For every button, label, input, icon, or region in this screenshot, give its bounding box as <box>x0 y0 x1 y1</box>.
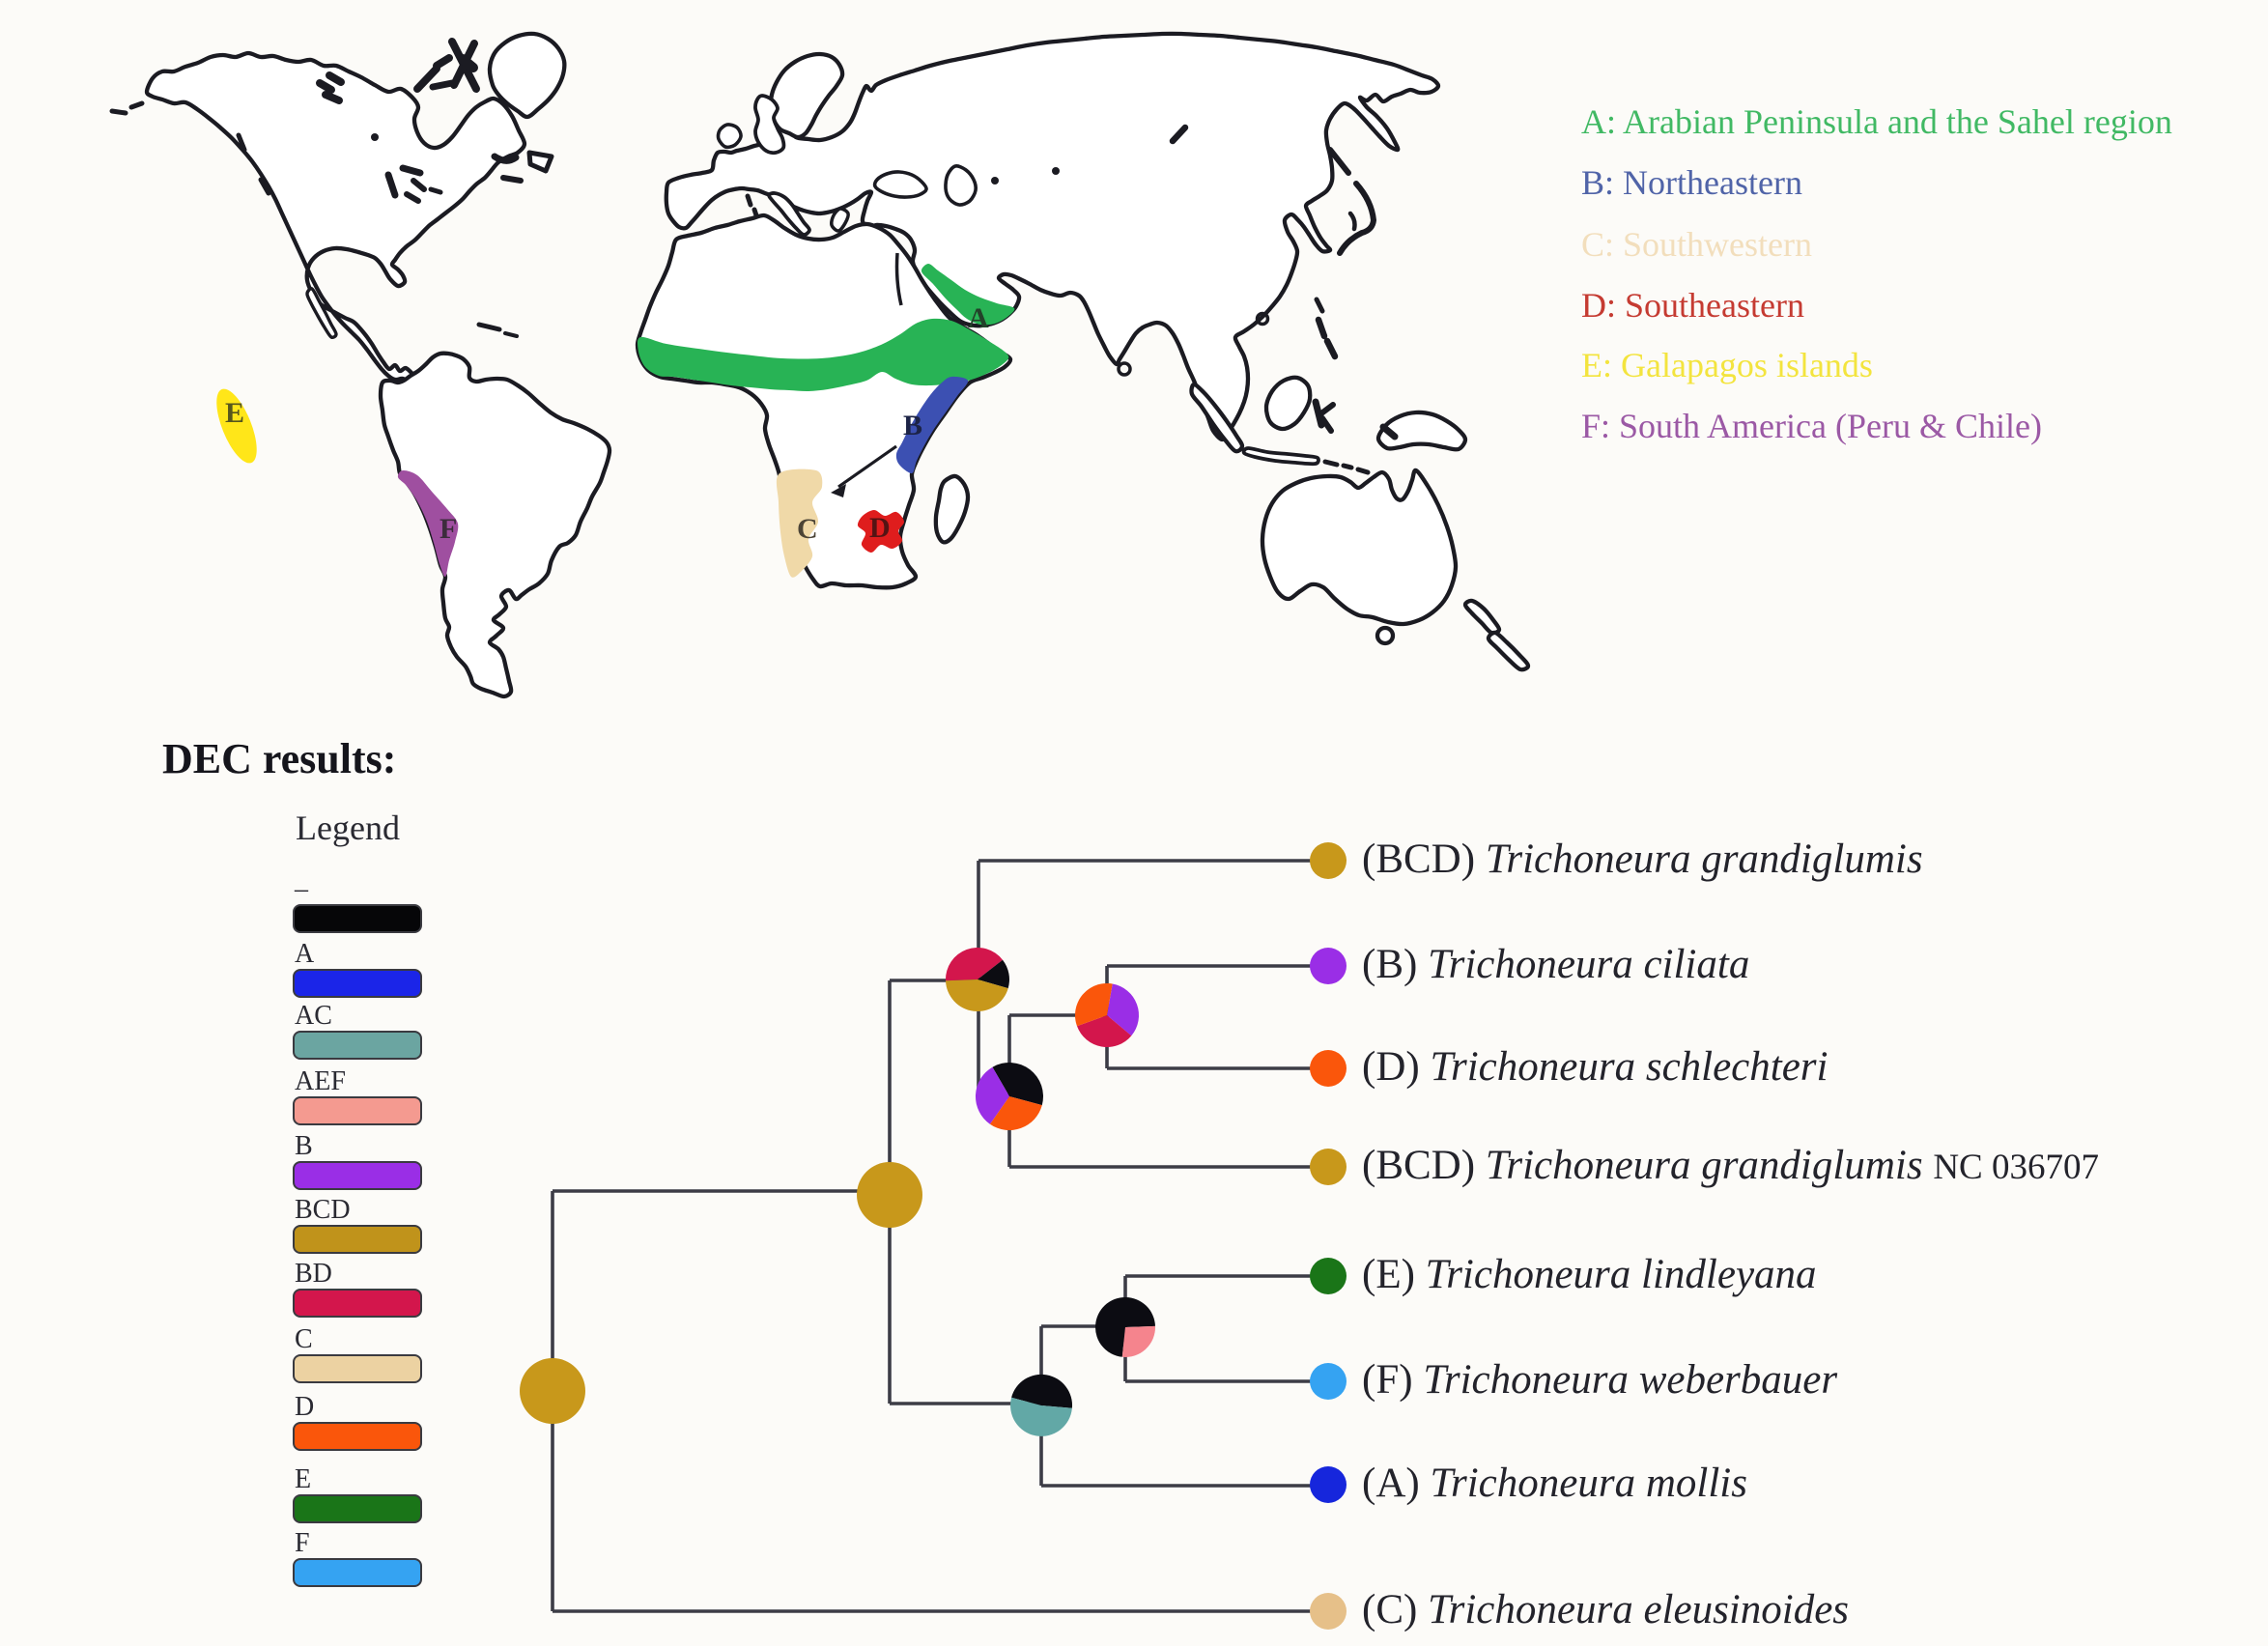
svg-text:D: Southeastern: D: Southeastern <box>1581 286 1804 325</box>
svg-text:(C) Trichoneura eleusinoides: (C) Trichoneura eleusinoides <box>1362 1587 1849 1632</box>
svg-text:(F) Trichoneura weberbauer: (F) Trichoneura weberbauer <box>1362 1357 1837 1403</box>
svg-text:–: – <box>294 874 309 904</box>
svg-text:E: E <box>225 397 244 429</box>
svg-text:BD: BD <box>295 1259 332 1289</box>
svg-text:AEF: AEF <box>295 1066 346 1096</box>
svg-text:(BCD) Trichoneura grandiglumis: (BCD) Trichoneura grandiglumis <box>1362 837 1923 882</box>
svg-text:(D) Trichoneura schlechteri: (D) Trichoneura schlechteri <box>1362 1044 1828 1090</box>
svg-text:B: B <box>903 410 922 441</box>
svg-text:E: Galapagos islands: E: Galapagos islands <box>1581 346 1873 384</box>
svg-text:(BCD) Trichoneura grandiglumis: (BCD) Trichoneura grandiglumis NC 036707 <box>1362 1143 2099 1188</box>
svg-text:AC: AC <box>295 1001 332 1031</box>
svg-text:C: C <box>797 513 818 545</box>
svg-text:BCD: BCD <box>295 1195 351 1225</box>
svg-text:D: D <box>869 512 891 544</box>
svg-text:A: A <box>968 302 989 334</box>
svg-text:C: C <box>295 1324 313 1354</box>
svg-text:D: D <box>295 1392 314 1422</box>
svg-text:A: Arabian Peninsula and the S: A: Arabian Peninsula and the Sahel regio… <box>1581 102 2172 141</box>
svg-text:A: A <box>295 939 315 969</box>
svg-text:C: Southwestern: C: Southwestern <box>1581 225 1812 264</box>
svg-text:F: F <box>295 1528 310 1558</box>
svg-text:F: F <box>439 513 457 545</box>
svg-text:DEC results:: DEC results: <box>162 735 396 782</box>
svg-text:B: B <box>295 1131 313 1161</box>
svg-text:(A) Trichoneura mollis: (A) Trichoneura mollis <box>1362 1461 1747 1506</box>
svg-text:(B) Trichoneura ciliata: (B) Trichoneura ciliata <box>1362 942 1749 987</box>
svg-text:(E) Trichoneura lindleyana: (E) Trichoneura lindleyana <box>1362 1252 1817 1297</box>
svg-text:F: South America (Peru & Chile: F: South America (Peru & Chile) <box>1581 407 2042 445</box>
svg-text:B: Northeastern: B: Northeastern <box>1581 163 1802 202</box>
svg-text:E: E <box>295 1464 311 1494</box>
svg-text:Legend: Legend <box>296 809 400 847</box>
